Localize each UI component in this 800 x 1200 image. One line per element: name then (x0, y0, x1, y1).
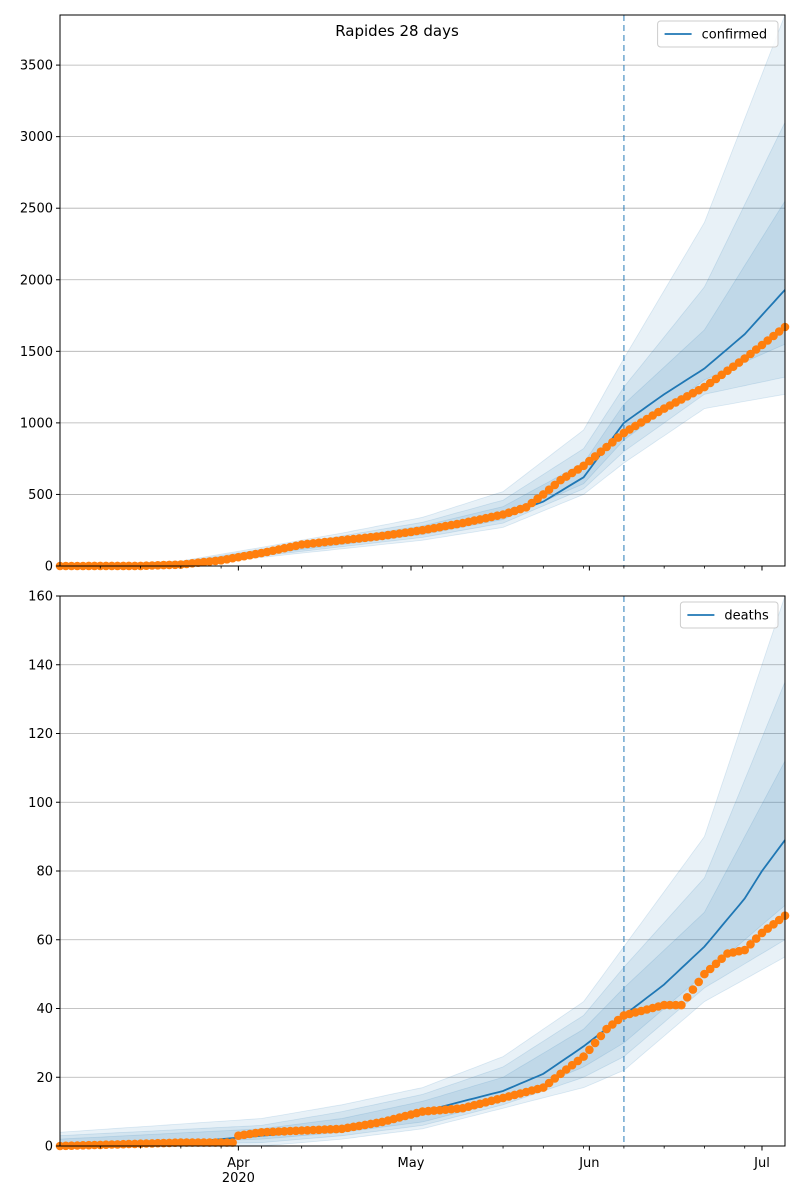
deaths-observed-point (694, 977, 703, 987)
deaths-observed-point (585, 1045, 594, 1055)
confirmed-observed-point (608, 438, 617, 447)
x-tick-label: May (398, 1156, 425, 1171)
y-tick-label: 3500 (20, 59, 53, 74)
deaths-observed-point (751, 934, 761, 943)
deaths-observed-point (705, 964, 715, 974)
x-tick-label: Jun (578, 1156, 599, 1171)
y-tick-label: 0 (45, 1140, 53, 1155)
deaths-observed-point (711, 959, 721, 969)
y-tick-label: 3000 (20, 130, 53, 145)
y-tick-label: 80 (36, 865, 53, 880)
deaths-observed-point (746, 940, 755, 949)
confirmed-observed-point (613, 433, 623, 442)
y-tick-label: 140 (28, 658, 53, 673)
deaths-observed-point (590, 1038, 600, 1048)
confirmed-observed-point (585, 456, 594, 466)
deaths-observed-point (682, 993, 692, 1002)
confirmed-observed-point (544, 485, 554, 495)
deaths-chart: 0 20 40 60 80 100 120 140 160 Apr May Jun Jul 2020 dea… (28, 590, 790, 1186)
deaths-observed-point (740, 945, 749, 955)
y-tick-label: 100 (28, 796, 53, 811)
deaths-observed-point (596, 1031, 606, 1041)
y-tick-label: 20 (36, 1071, 53, 1086)
confirmed-observed-point (539, 490, 548, 499)
deaths-observed-point (579, 1052, 588, 1061)
deaths-observed-point (688, 985, 698, 994)
confirmed-observed-point (590, 452, 600, 461)
y-tick-label: 60 (36, 933, 53, 948)
y-tick-label: 500 (28, 488, 53, 503)
legend-box (657, 20, 779, 48)
y-tick-label: 1000 (20, 416, 53, 431)
y-tick-label: 1500 (20, 345, 53, 360)
y-tick-label: 120 (28, 727, 53, 742)
confirmed-observed-point (774, 327, 784, 336)
deaths-observed-point (602, 1024, 611, 1034)
figure-title: Rapides 28 days (335, 22, 459, 40)
x-tick-label: Apr (227, 1156, 250, 1171)
deaths-observed-point (539, 1083, 548, 1092)
y-tick-label: 0 (45, 560, 53, 575)
x-tick-label: Jul (753, 1156, 770, 1171)
y-tick-label: 40 (36, 1002, 53, 1017)
deaths-observed-point (544, 1078, 554, 1088)
confirmed-observed-point (740, 354, 749, 363)
y-tick-label: 2000 (20, 273, 53, 288)
confirmed-observed-point (751, 345, 761, 354)
legend-label: confirmed (702, 28, 768, 43)
legend-box (679, 601, 779, 629)
confirmed-observed-point (579, 461, 588, 471)
deaths-observed-point (613, 1015, 623, 1025)
year-label: 2020 (222, 1171, 255, 1186)
confirmed-chart: 0 500 1000 1500 2000 2500 3000 3500 confirmed (20, 14, 790, 575)
y-tick-label: 2500 (20, 202, 53, 217)
confirmed-observed-point (550, 480, 560, 490)
legend-label: deaths (724, 609, 769, 624)
deaths-observed-point (228, 1138, 237, 1147)
y-tick-label: 160 (28, 590, 53, 605)
confirmed-observed-point (596, 447, 606, 457)
confirmed-observed-point (763, 336, 772, 345)
deaths-observed-point (700, 969, 709, 979)
deaths-observed-point (550, 1074, 560, 1083)
confirmed-observed-point (602, 442, 611, 452)
deaths-observed-point (677, 1000, 686, 1010)
deaths-observed-point (717, 954, 726, 963)
